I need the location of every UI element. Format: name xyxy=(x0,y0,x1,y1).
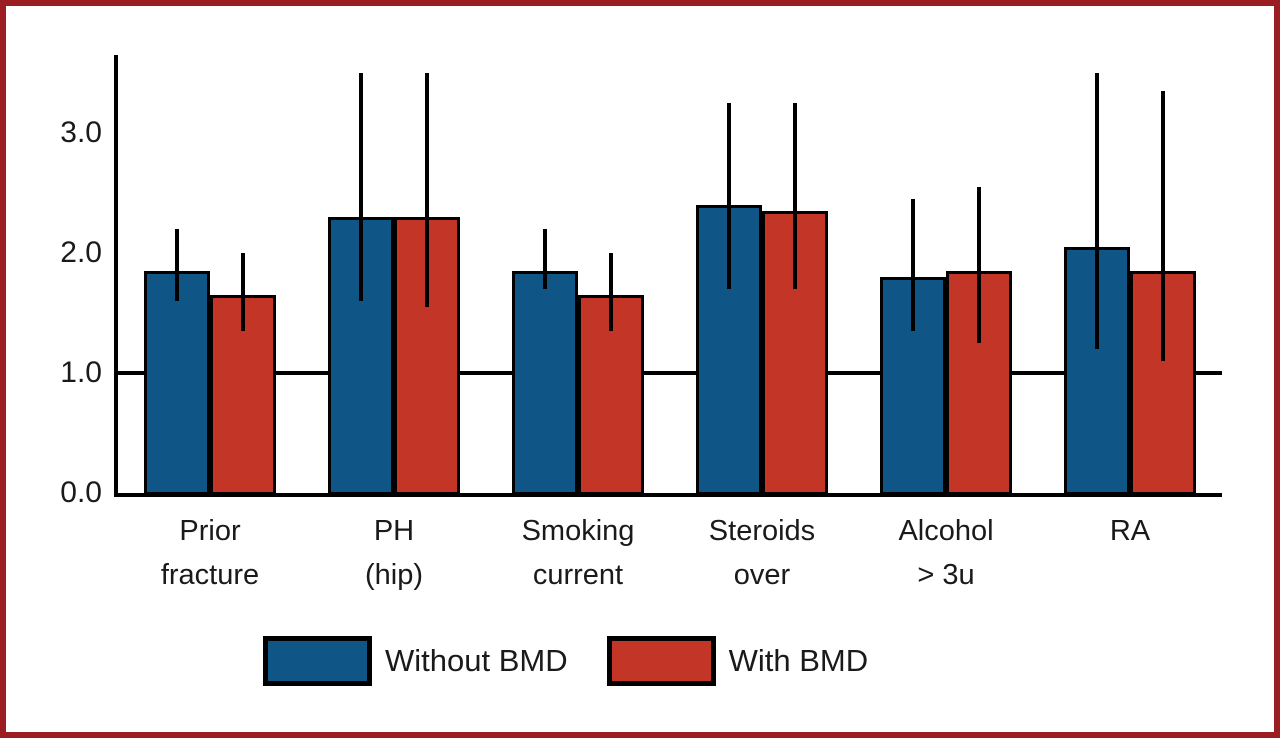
error-bar-without-bmd-prior-fracture xyxy=(175,229,179,301)
error-bar-with-bmd-ph-hip xyxy=(425,73,429,307)
legend-item-with-bmd: With BMD xyxy=(606,636,869,686)
error-bar-without-bmd-ra xyxy=(1095,73,1099,349)
legend-swatch-with-bmd xyxy=(606,636,716,686)
ytick-label-1.0: 1.0 xyxy=(60,356,102,389)
category-label-smoking-current: Smoking current xyxy=(521,515,635,591)
error-bar-with-bmd-steroids-over xyxy=(793,103,797,289)
error-bar-without-bmd-alcohol-3u xyxy=(911,199,915,331)
category-label-prior-fracture: Prior fracture xyxy=(160,515,260,591)
reference-line-1 xyxy=(118,371,1222,375)
error-bar-with-bmd-smoking-current xyxy=(609,253,613,331)
plot-area: 0.0 1.0 2.0 3.0 Prior fracture PH (hip) Smokin… xyxy=(6,6,1274,732)
error-bar-with-bmd-alcohol-3u xyxy=(977,187,981,343)
bar-with-bmd-smoking-current xyxy=(578,295,644,495)
bar-without-bmd-steroids-over xyxy=(696,205,762,495)
legend-label-with-bmd: With BMD xyxy=(728,643,869,678)
legend-label-without-bmd: Without BMD xyxy=(385,643,568,678)
error-bar-with-bmd-prior-fracture xyxy=(241,253,245,331)
legend-swatch-without-bmd xyxy=(263,636,372,686)
category-label-steroids-over: Steroids over xyxy=(708,515,816,591)
category-label-alcohol-3u: Alcohol > 3u xyxy=(898,515,994,591)
error-bar-without-bmd-steroids-over xyxy=(727,103,731,289)
category-label-ra: RA xyxy=(1109,515,1151,547)
ytick-label-2.0: 2.0 xyxy=(60,236,102,269)
x-axis-line xyxy=(114,493,1222,497)
error-bar-with-bmd-ra xyxy=(1161,91,1165,361)
ytick-label-3.0: 3.0 xyxy=(60,116,102,149)
error-bar-without-bmd-ph-hip xyxy=(359,73,363,301)
legend-item-without-bmd: Without BMD xyxy=(263,636,568,686)
category-label-ph-hip: PH (hip) xyxy=(364,515,423,591)
y-axis-line xyxy=(114,55,118,497)
ytick-label-0.0: 0.0 xyxy=(60,476,102,509)
error-bar-without-bmd-smoking-current xyxy=(543,229,547,289)
legend: Without BMD With BMD xyxy=(263,636,868,686)
bar-without-bmd-smoking-current xyxy=(512,271,578,495)
bar-without-bmd-prior-fracture xyxy=(144,271,210,495)
